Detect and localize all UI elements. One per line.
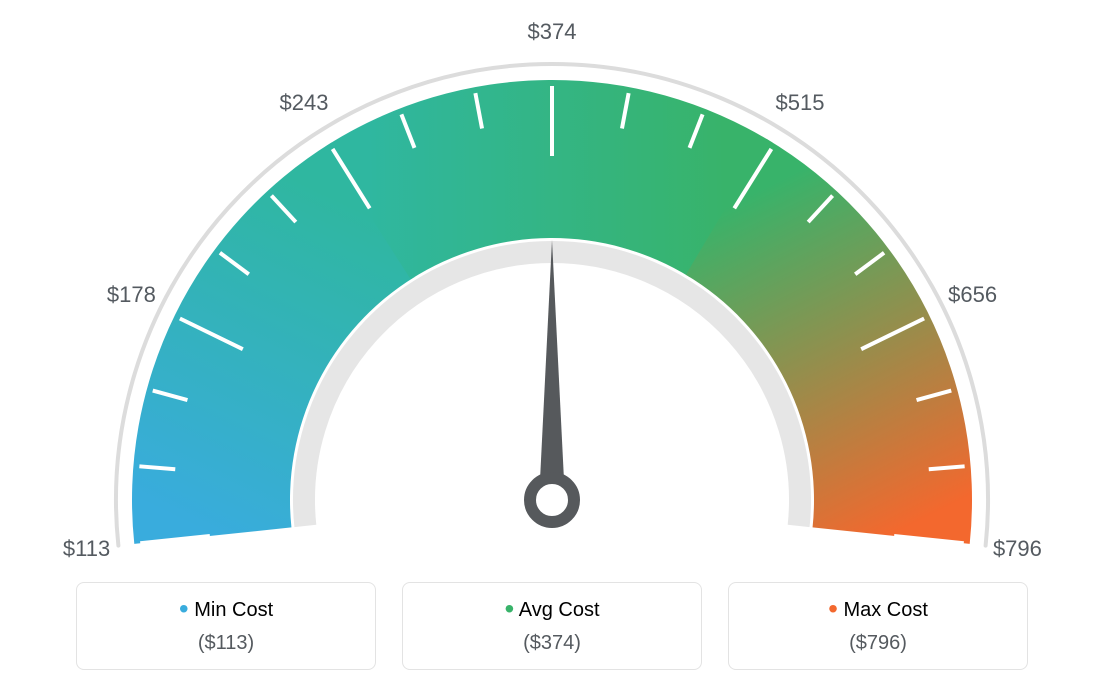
cost-gauge-widget: $113 $178 $243 $374 $515 $656 $796 • Min Cost … <box>0 0 1104 690</box>
gauge-tick-label: $113 <box>63 536 110 562</box>
min-cost-dot: • <box>179 593 189 624</box>
legend-row: • Min Cost ($113) • Avg Cost ($374) • Ma… <box>0 582 1104 670</box>
gauge-chart: $113 $178 $243 $374 $515 $656 $796 <box>0 0 1104 560</box>
avg-cost-label: Avg Cost <box>519 599 600 621</box>
avg-cost-card: • Avg Cost ($374) <box>402 582 702 670</box>
gauge-tick-label: $374 <box>528 19 577 45</box>
gauge-tick-label: $796 <box>993 536 1042 562</box>
max-cost-card: • Max Cost ($796) <box>728 582 1028 670</box>
max-cost-label: Max Cost <box>843 599 927 621</box>
avg-cost-title: • Avg Cost <box>403 599 701 622</box>
min-cost-label: Min Cost <box>194 599 273 621</box>
min-cost-title: • Min Cost <box>77 599 375 622</box>
gauge-tick-label: $656 <box>948 282 997 308</box>
avg-cost-dot: • <box>504 593 514 624</box>
max-cost-dot: • <box>828 593 838 624</box>
max-cost-title: • Max Cost <box>729 599 1027 622</box>
min-cost-value: ($113) <box>77 632 375 655</box>
avg-cost-value: ($374) <box>403 632 701 655</box>
gauge-tick-label: $243 <box>280 90 329 116</box>
gauge-tick-label: $178 <box>107 282 156 308</box>
gauge-tick-label: $515 <box>776 90 825 116</box>
max-cost-value: ($796) <box>729 632 1027 655</box>
min-cost-card: • Min Cost ($113) <box>76 582 376 670</box>
